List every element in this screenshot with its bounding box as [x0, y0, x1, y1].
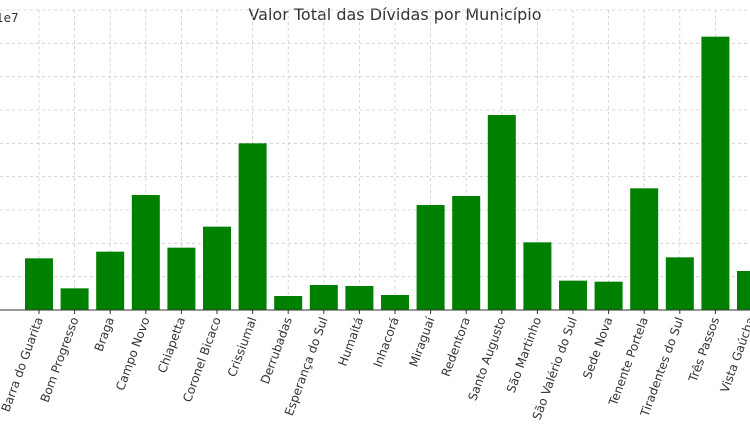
bar [487, 115, 516, 310]
bar [345, 286, 374, 310]
bar [60, 288, 89, 310]
x-tick-label: Bom Progresso [38, 315, 82, 404]
bar [594, 281, 623, 310]
bar [665, 257, 694, 310]
bar [523, 242, 552, 310]
bar [238, 143, 267, 310]
bar [25, 258, 53, 310]
bar [416, 205, 445, 310]
x-tick-label: Crissiumal [225, 315, 260, 378]
bar [701, 36, 730, 311]
bar [167, 247, 196, 310]
x-tick-label: Santo Augusto [465, 315, 508, 402]
bar [381, 295, 409, 310]
bar [274, 296, 303, 310]
x-tick-label: Coronel Bicaco [180, 315, 224, 404]
grid [0, 9, 750, 310]
x-tick-label: Miraguaí [407, 315, 438, 369]
x-tick-label: Campo Novo [113, 315, 152, 392]
bars [25, 36, 750, 311]
x-tick-label: Braga [92, 315, 117, 353]
x-tick-label: Três Passos [686, 315, 723, 384]
bar [737, 271, 750, 310]
bar [630, 188, 659, 310]
x-tick-label: Humaitá [336, 315, 367, 368]
bar [96, 251, 125, 310]
x-tick-label: São Martinho [504, 315, 544, 394]
chart-title: Valor Total das Dívidas por Município [248, 5, 541, 24]
x-tick-label: Vista Gaúcha [718, 315, 750, 394]
x-tick-label: Derrubadas [258, 315, 295, 386]
bar [452, 196, 481, 310]
bar [559, 280, 587, 310]
x-tick-label: Sede Nova [580, 315, 615, 380]
bar [203, 226, 231, 310]
y-axis-offset-label: 1e7 [0, 11, 19, 25]
bar [131, 195, 160, 310]
x-tick-label: Chiapetta [155, 315, 188, 375]
x-tick-label: Inhacorá [371, 315, 402, 369]
x-tick-label: Redentora [439, 315, 473, 378]
bar [309, 285, 338, 310]
